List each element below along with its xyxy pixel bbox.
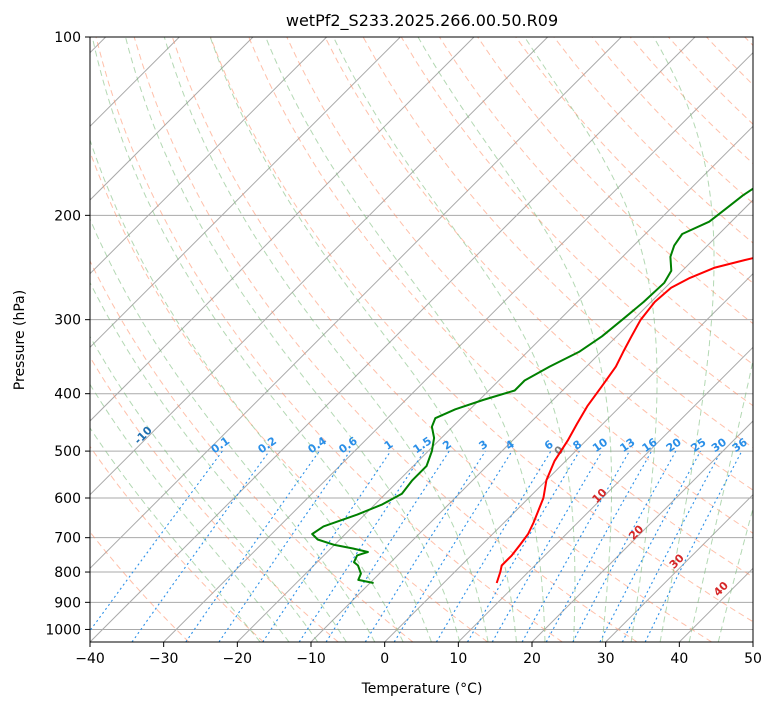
mixing-ratio-line — [467, 450, 580, 642]
mixing-ratio-line — [572, 450, 677, 642]
y-tick-label: 100 — [54, 30, 81, 46]
isotherm-line — [384, 272, 753, 642]
isotherm-line — [90, 37, 254, 201]
x-tick-label: 10 — [449, 651, 467, 667]
moist-adiabat-line — [90, 217, 376, 642]
dry-adiabat-line — [95, 37, 563, 642]
x-tick-label: 20 — [523, 651, 541, 667]
moist-adiabat-line — [524, 37, 658, 642]
y-tick-label: 600 — [54, 491, 81, 507]
y-tick-label: 800 — [54, 565, 81, 581]
moist-adiabat-line — [653, 37, 715, 642]
isotherm-line — [605, 493, 753, 642]
moist-adiabat-line — [332, 37, 576, 642]
mixing-ratio-line — [131, 450, 270, 642]
x-tick-label: 0 — [380, 651, 389, 667]
x-tick-label: 50 — [744, 651, 762, 667]
isotherm-line — [163, 51, 753, 642]
y-tick-label: 300 — [54, 313, 81, 329]
isotherm-line — [531, 420, 753, 642]
mixing-ratio-line — [599, 450, 701, 642]
moist-adiabat-line — [417, 37, 612, 642]
moist-adiabat-line — [717, 506, 753, 642]
chart-title: wetPf2_S233.2025.266.00.50.R09 — [286, 11, 558, 31]
dry-adiabat-line — [90, 445, 264, 642]
x-tick-label: −40 — [75, 651, 105, 667]
y-tick-label: 700 — [54, 531, 81, 547]
y-tick-label: 500 — [54, 444, 81, 460]
y-tick-label: 400 — [54, 387, 81, 403]
x-axis-label: Temperature (°C) — [361, 681, 483, 697]
isotherm-line — [90, 37, 549, 496]
moist-adiabat-line — [90, 383, 290, 642]
dry-adiabat-line — [515, 37, 753, 284]
y-axis-label: Pressure (hPa) — [12, 290, 28, 390]
y-tick-label: 1000 — [45, 622, 81, 638]
x-tick-label: −30 — [149, 651, 179, 667]
dry-adiabat-line — [248, 37, 753, 578]
dewpoint-profile-line — [311, 187, 753, 584]
moist-adiabat-line — [125, 37, 461, 642]
moist-adiabat-line — [688, 358, 753, 642]
isotherm-line — [90, 37, 622, 570]
dry-adiabat-line — [90, 259, 414, 642]
moist-adiabat-line — [90, 427, 261, 642]
x-tick-label: −20 — [223, 651, 253, 667]
isotherm-line — [90, 37, 401, 349]
isotherm-line — [90, 37, 328, 275]
moist-adiabat-line — [91, 37, 432, 642]
moist-adiabat-line — [163, 37, 489, 642]
y-tick-label: 200 — [54, 208, 81, 224]
mixing-ratio-line — [364, 450, 486, 642]
x-tick-label: 30 — [597, 651, 615, 667]
y-tick-label: 900 — [54, 595, 81, 611]
dry-adiabat-line — [171, 37, 712, 642]
dry-adiabat-line — [286, 37, 753, 534]
plot-frame — [89, 36, 754, 643]
x-tick-label: −10 — [296, 651, 326, 667]
mixing-ratio-line — [491, 450, 603, 642]
dry-adiabat-line — [210, 37, 753, 623]
moist-adiabat-line — [90, 138, 404, 642]
mixing-ratio-line — [90, 450, 223, 632]
mixing-ratio-line — [521, 450, 630, 642]
mixing-ratio-line — [621, 450, 722, 642]
moist-adiabat-line — [265, 37, 546, 642]
mixing-ratio-line — [185, 450, 320, 642]
mixing-ratio-line — [435, 450, 552, 642]
temperature-profile-line — [495, 257, 753, 584]
moist-adiabat-line — [209, 37, 517, 642]
mixing-ratio-line — [298, 450, 425, 642]
isotherm-line — [90, 37, 696, 642]
isotherm-line — [90, 37, 475, 422]
dry-adiabat-line — [324, 37, 753, 491]
moist-adiabat-line — [90, 281, 347, 642]
mixing-ratio-line — [644, 450, 743, 642]
isotherm-line — [457, 346, 753, 642]
mixing-ratio-line — [393, 450, 513, 642]
isotherm-line — [236, 125, 753, 642]
moist-adiabat-line — [90, 335, 319, 642]
mixing-ratio-line — [545, 450, 653, 642]
x-tick-label: 40 — [670, 651, 688, 667]
mixing-ratio-line — [325, 450, 450, 642]
